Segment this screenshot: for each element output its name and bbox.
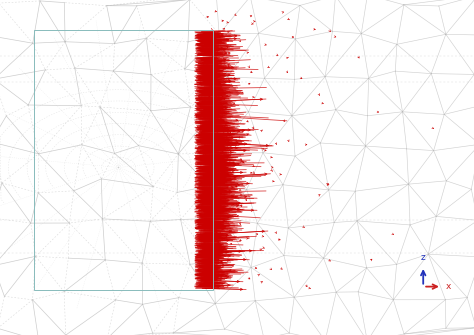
Text: x: x — [446, 282, 451, 291]
Bar — [34, 30, 213, 290]
Text: z: z — [421, 253, 426, 262]
